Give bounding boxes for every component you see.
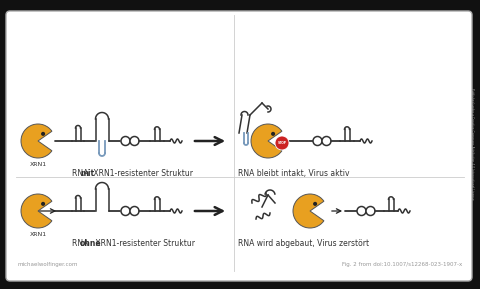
Circle shape [121,136,130,145]
Text: Fig. 2 from doi:10.1007/s12268-023-1907-x: Fig. 2 from doi:10.1007/s12268-023-1907-… [342,262,462,267]
Text: RNA wird abgebaut, Virus zerstört: RNA wird abgebaut, Virus zerstört [238,239,369,248]
Circle shape [41,132,45,136]
Text: ohne: ohne [80,239,102,248]
Text: mit: mit [80,169,94,178]
Text: STOP: STOP [277,141,287,145]
Circle shape [130,136,139,145]
Circle shape [275,136,289,150]
Text: Published under a Creative Commons Attribution 4.0 International License: Published under a Creative Commons Attri… [470,88,474,200]
Circle shape [313,202,317,206]
Circle shape [130,207,139,216]
Circle shape [41,202,45,206]
Text: XRN1-resistenter Struktur: XRN1-resistenter Struktur [93,239,195,248]
Circle shape [271,132,275,136]
Text: XRN1: XRN1 [29,162,47,167]
Text: RNA: RNA [72,169,91,178]
Text: XRN1: XRN1 [29,232,47,237]
Circle shape [357,207,366,216]
Text: RNA bleibt intakt, Virus aktiv: RNA bleibt intakt, Virus aktiv [238,169,349,178]
Wedge shape [21,124,52,158]
Text: XRN1-resistenter Struktur: XRN1-resistenter Struktur [91,169,193,178]
Wedge shape [293,194,324,228]
Circle shape [366,207,375,216]
Circle shape [121,207,130,216]
Circle shape [313,136,322,145]
Text: michaelwolfinger.com: michaelwolfinger.com [18,262,79,267]
Wedge shape [251,124,282,158]
Text: RNA: RNA [72,239,91,248]
FancyBboxPatch shape [6,11,472,281]
Wedge shape [21,194,52,228]
Circle shape [322,136,331,145]
